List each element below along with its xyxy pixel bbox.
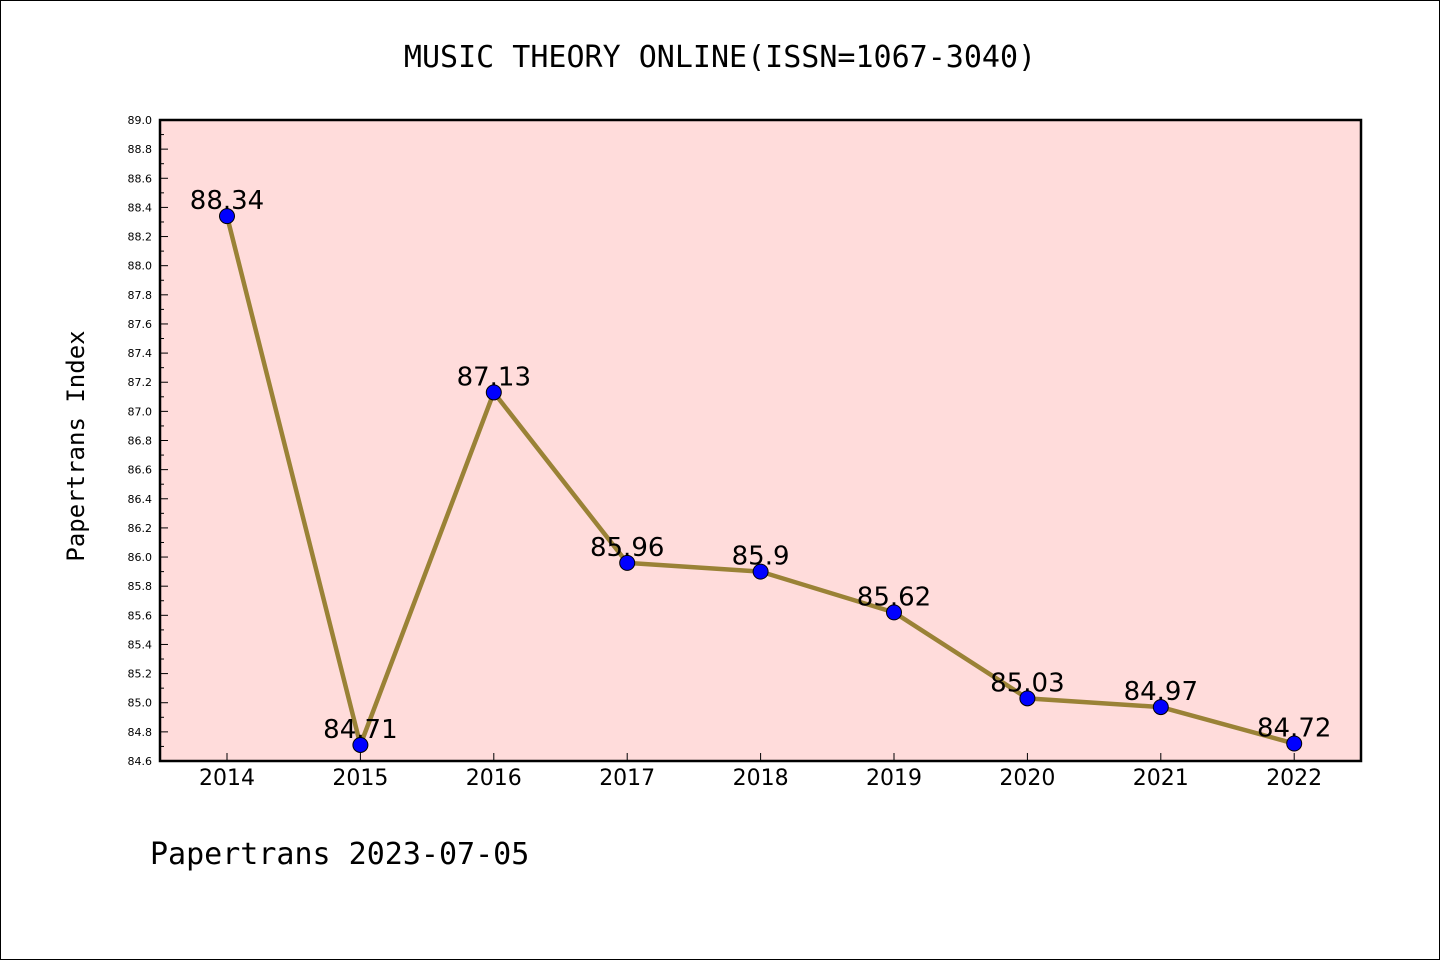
y-tick-label: 85.8 (128, 580, 153, 593)
y-tick-label: 89.0 (128, 114, 153, 127)
x-tick-label: 2022 (1266, 766, 1322, 791)
data-label: 87.13 (457, 362, 531, 392)
y-tick-label: 84.6 (128, 755, 153, 768)
plot-area (160, 120, 1361, 761)
y-tick-label: 88.2 (128, 231, 153, 244)
data-point (1019, 690, 1036, 707)
y-tick-label: 87.6 (128, 318, 153, 331)
y-tick-label: 86.4 (128, 493, 153, 506)
y-tick-label: 86.0 (128, 551, 153, 564)
y-tick-label: 87.0 (128, 405, 153, 418)
data-point (352, 736, 369, 753)
y-tick-label: 87.4 (128, 347, 153, 360)
chart-title: MUSIC THEORY ONLINE(ISSN=1067-3040) (404, 40, 1036, 75)
data-point (752, 563, 769, 580)
y-tick-label: 87.8 (128, 289, 153, 302)
data-label: 84.97 (1124, 677, 1198, 707)
data-point (219, 208, 235, 225)
y-tick-label: 88.4 (128, 201, 153, 214)
y-tick-label: 88.6 (128, 172, 153, 185)
y-axis-label: Papertrans Index (62, 330, 90, 561)
x-tick-label: 2018 (733, 766, 789, 791)
plot-border (158, 118, 1363, 763)
data-points (219, 208, 1303, 753)
y-tick-label: 86.6 (128, 464, 153, 477)
x-tick-label: 2014 (199, 766, 255, 791)
y-tick-label: 86.2 (128, 522, 153, 535)
data-label: 85.9 (732, 542, 790, 572)
y-tick-label: 88.0 (128, 260, 153, 273)
y-tick-label: 85.4 (128, 638, 153, 651)
y-tick-label: 86.8 (128, 435, 153, 448)
data-label: 84.71 (323, 715, 397, 745)
data-label: 85.62 (857, 582, 931, 612)
data-point (485, 384, 502, 401)
y-tick-label: 87.2 (128, 376, 153, 389)
data-point (619, 554, 636, 571)
data-label: 85.96 (590, 533, 664, 563)
y-tick-label: 85.2 (128, 668, 153, 681)
x-tick-label: 2020 (999, 766, 1055, 791)
data-point (1286, 735, 1303, 752)
x-tick-label: 2019 (866, 766, 922, 791)
footer-text: Papertrans 2023-07-05 (150, 837, 529, 872)
x-tick-label: 2016 (466, 766, 522, 791)
x-tick-label: 2017 (599, 766, 655, 791)
data-label: 84.72 (1257, 714, 1331, 744)
data-labels: 88.34 84.71 87.13 85.96 85.9 85.62 85.03 84.97 8… (190, 186, 1332, 745)
y-tick-label: 84.8 (128, 726, 153, 739)
y-tick-label: 88.8 (128, 143, 153, 156)
data-point (886, 604, 902, 621)
x-tick-label: 2021 (1133, 766, 1189, 791)
x-axis: 2014 2015 2016 2017 2018 2019 2020 2021 2022 (199, 753, 1322, 791)
x-tick-label: 2015 (332, 766, 388, 791)
y-tick-label: 85.6 (128, 609, 153, 622)
y-tick-label: 85.0 (128, 697, 153, 710)
data-label: 85.03 (990, 668, 1064, 698)
y-axis: 84.6 84.8 85.0 85.2 85.4 85.6 85.8 86.0 86.2 86.4… (128, 114, 168, 768)
data-label: 88.34 (190, 186, 264, 216)
data-point (1152, 699, 1169, 716)
